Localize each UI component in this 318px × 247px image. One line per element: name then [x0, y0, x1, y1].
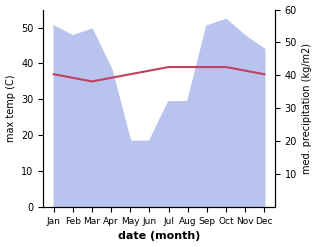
Y-axis label: max temp (C): max temp (C)	[5, 75, 16, 142]
Y-axis label: med. precipitation (kg/m2): med. precipitation (kg/m2)	[302, 43, 313, 174]
X-axis label: date (month): date (month)	[118, 231, 200, 242]
